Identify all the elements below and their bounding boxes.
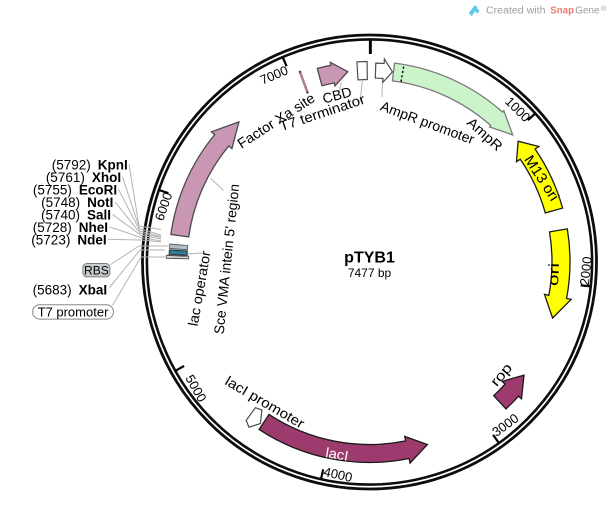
svg-text:CBD: CBD [321, 83, 354, 106]
svg-text:(5723)NdeI: (5723) NdeI [31, 232, 106, 247]
svg-text:(5755)EcoRI: (5755) EcoRI [33, 182, 117, 197]
svg-text:(5792)KpnI: (5792) KpnI [52, 157, 128, 172]
svg-text:Gene: Gene [575, 6, 600, 17]
svg-text:(5748)NotI: (5748) NotI [41, 194, 113, 209]
svg-text:RBS: RBS [84, 264, 109, 278]
svg-text:(5683)XbaI: (5683) XbaI [33, 282, 108, 297]
svg-text:pTYB1: pTYB1 [344, 250, 395, 267]
svg-text:Created with: Created with [486, 6, 546, 17]
svg-text:T7 promoter: T7 promoter [38, 305, 109, 320]
svg-text:ori: ori [546, 263, 563, 287]
svg-text:®: ® [601, 4, 607, 13]
svg-text:(5761)XhoI: (5761) XhoI [46, 169, 121, 184]
svg-text:2000: 2000 [577, 256, 595, 286]
svg-text:Snap: Snap [550, 6, 574, 17]
svg-text:(5728)NheI: (5728) NheI [33, 219, 108, 234]
svg-text:(5740)SalI: (5740) SalI [41, 207, 111, 222]
svg-text:7477 bp: 7477 bp [348, 266, 392, 280]
svg-text:lacI: lacI [324, 444, 349, 464]
svg-text:4000: 4000 [322, 464, 353, 485]
